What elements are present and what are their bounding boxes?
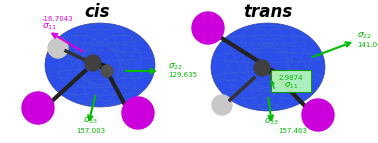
Text: $\sigma_{22}$: $\sigma_{22}$ <box>168 62 183 72</box>
Text: 157.003: 157.003 <box>76 128 105 134</box>
Circle shape <box>192 12 224 44</box>
Text: 157.463: 157.463 <box>278 128 307 134</box>
Text: 129.635: 129.635 <box>168 72 197 78</box>
Circle shape <box>122 97 154 129</box>
Text: $\sigma_{11}$: $\sigma_{11}$ <box>284 81 298 91</box>
Circle shape <box>270 70 282 82</box>
Circle shape <box>48 38 68 58</box>
Ellipse shape <box>211 23 325 111</box>
Circle shape <box>22 92 54 124</box>
Circle shape <box>254 60 270 76</box>
Text: $\sigma_{11}$: $\sigma_{11}$ <box>42 22 57 32</box>
Text: $\sigma_{33}$: $\sigma_{33}$ <box>84 116 99 126</box>
Circle shape <box>212 95 232 115</box>
Text: $\sigma_{22}$: $\sigma_{22}$ <box>357 31 372 41</box>
Text: 2.9874: 2.9874 <box>279 75 303 81</box>
Circle shape <box>85 55 101 71</box>
FancyBboxPatch shape <box>271 70 311 92</box>
Text: -16.7043: -16.7043 <box>42 16 74 22</box>
Text: cis: cis <box>84 3 110 21</box>
Text: 141.067: 141.067 <box>357 42 378 48</box>
Circle shape <box>302 99 334 131</box>
Text: trans: trans <box>243 3 293 21</box>
Circle shape <box>101 65 113 77</box>
Text: $\sigma_{33}$: $\sigma_{33}$ <box>264 117 280 127</box>
Ellipse shape <box>45 23 155 107</box>
